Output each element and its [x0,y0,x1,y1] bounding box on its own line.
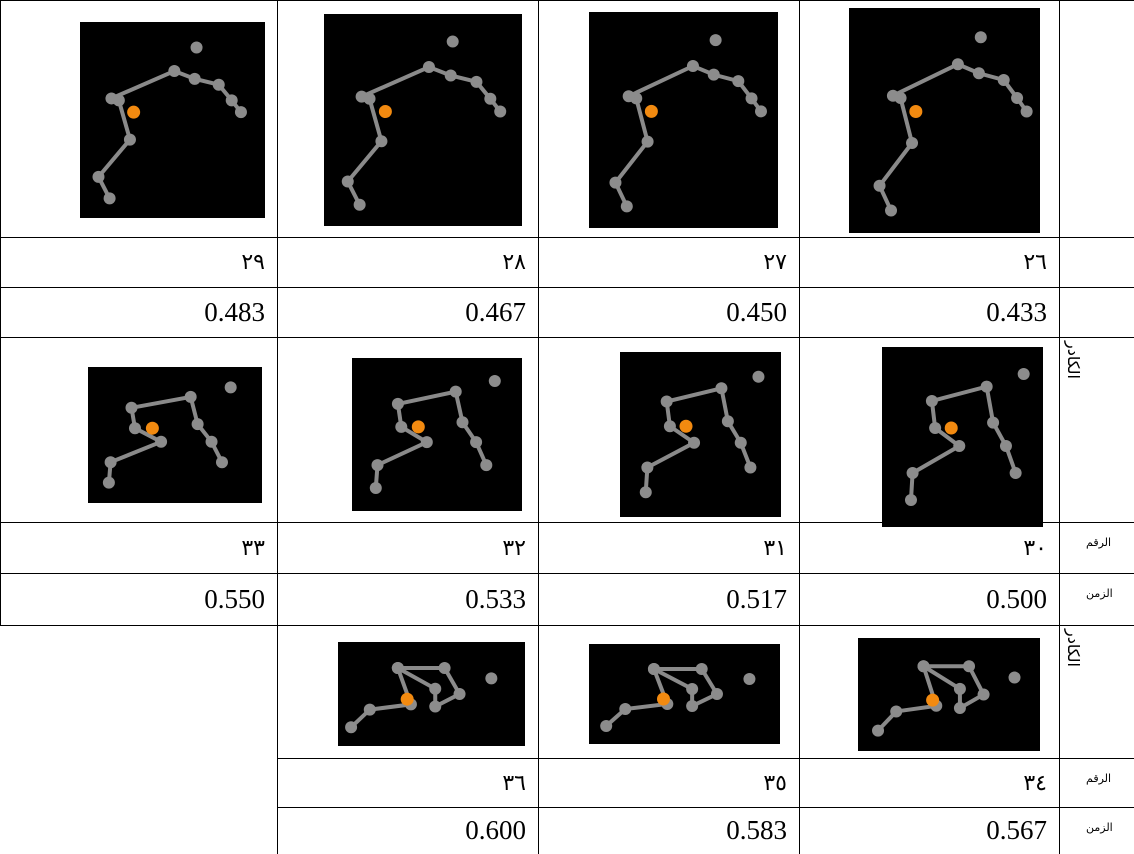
frame-number: ٣٢ [277,522,538,573]
time-value: 0.500 [799,573,1059,625]
table-rule [1059,0,1060,337]
frame-number: ٣٤ [799,758,1059,807]
frame-number: ٢٧ [538,237,799,287]
frame-image [324,14,522,226]
frame-image [882,347,1043,527]
table-rule [1059,625,1060,854]
time-value: 0.433 [799,287,1059,337]
table-rule [0,337,1134,338]
time-value: 0.467 [277,287,538,337]
frame-number: ٣٦ [277,758,538,807]
row-label: الكادر [1064,629,1083,667]
table-rule [277,625,1134,626]
time-value: 0.517 [538,573,799,625]
row-label: الكادر [1064,341,1083,379]
row-label: الرقم [1086,772,1111,785]
frame-number: ٣٥ [538,758,799,807]
time-value: 0.550 [0,573,277,625]
table-rule [1059,337,1060,625]
frame-image [589,644,780,744]
page: frames html, body { margin: 0; padding: … [0,0,1134,854]
row-label: الرقم [1086,536,1111,549]
frame-number: ٢٦ [799,237,1059,287]
frame-number: ٣١ [538,522,799,573]
frame-number: ٣٠ [799,522,1059,573]
frame-image [589,12,778,228]
frame-image [620,352,781,517]
row-label: الزمن [1086,587,1113,600]
body: ٢٩0.483٢٨0.467٢٧0.450٢٦0.433٣٣0.550٣٢0.5… [0,0,1134,854]
frame-image [88,367,262,503]
frame-image [80,22,265,218]
frame-number: ٢٨ [277,237,538,287]
row-label: الزمن [1086,821,1113,834]
frame-image [858,638,1040,751]
time-value: 0.533 [277,573,538,625]
time-value: 0.583 [538,807,799,854]
frame-image [338,642,525,746]
time-value: 0.450 [538,287,799,337]
time-value: 0.483 [0,287,277,337]
frame-number: ٣٣ [0,522,277,573]
frame-number: ٢٩ [0,237,277,287]
frame-image [352,358,522,511]
table-rule [0,0,1134,1]
time-value: 0.600 [277,807,538,854]
frame-image [849,8,1040,233]
time-value: 0.567 [799,807,1059,854]
document: ٢٩0.483٢٨0.467٢٧0.450٢٦0.433٣٣0.550٣٢0.5… [0,0,1134,854]
